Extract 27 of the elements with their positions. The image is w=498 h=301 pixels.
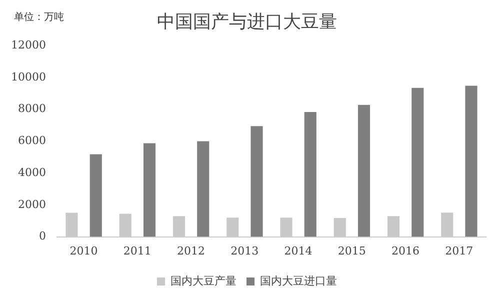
y-tick-label: 10000 (10, 70, 46, 84)
bar (90, 154, 102, 237)
legend-label: 国内大豆进口量 (260, 274, 337, 288)
bar (143, 143, 156, 237)
x-tick-label: 2012 (177, 244, 206, 258)
chart-title: 中国国产与进口大豆量 (157, 11, 337, 32)
x-tick-label: 2013 (230, 244, 259, 258)
y-tick-label: 4000 (18, 166, 46, 179)
bar (304, 112, 316, 237)
x-tick-label: 2011 (123, 244, 152, 258)
text: 单位：万吨 (14, 10, 64, 24)
x-tick-label: 2010 (70, 244, 98, 258)
y-tick-label: 12000 (10, 38, 46, 52)
bar (412, 88, 424, 237)
bar (465, 86, 478, 237)
y-tick-label: 2000 (18, 198, 46, 211)
legend-label: 国内大豆产量 (170, 274, 236, 288)
y-tick-label: 6000 (18, 134, 46, 148)
x-tick-label: 2014 (284, 244, 312, 258)
x-tick-label: 2015 (338, 244, 366, 258)
bar (197, 141, 210, 237)
x-tick-label: 2017 (445, 244, 474, 258)
y-tick-label: 0 (38, 230, 46, 243)
bar (250, 126, 263, 237)
y-tick-label: 8000 (18, 102, 46, 116)
x-tick-label: 2016 (392, 244, 420, 258)
bar (358, 104, 370, 237)
